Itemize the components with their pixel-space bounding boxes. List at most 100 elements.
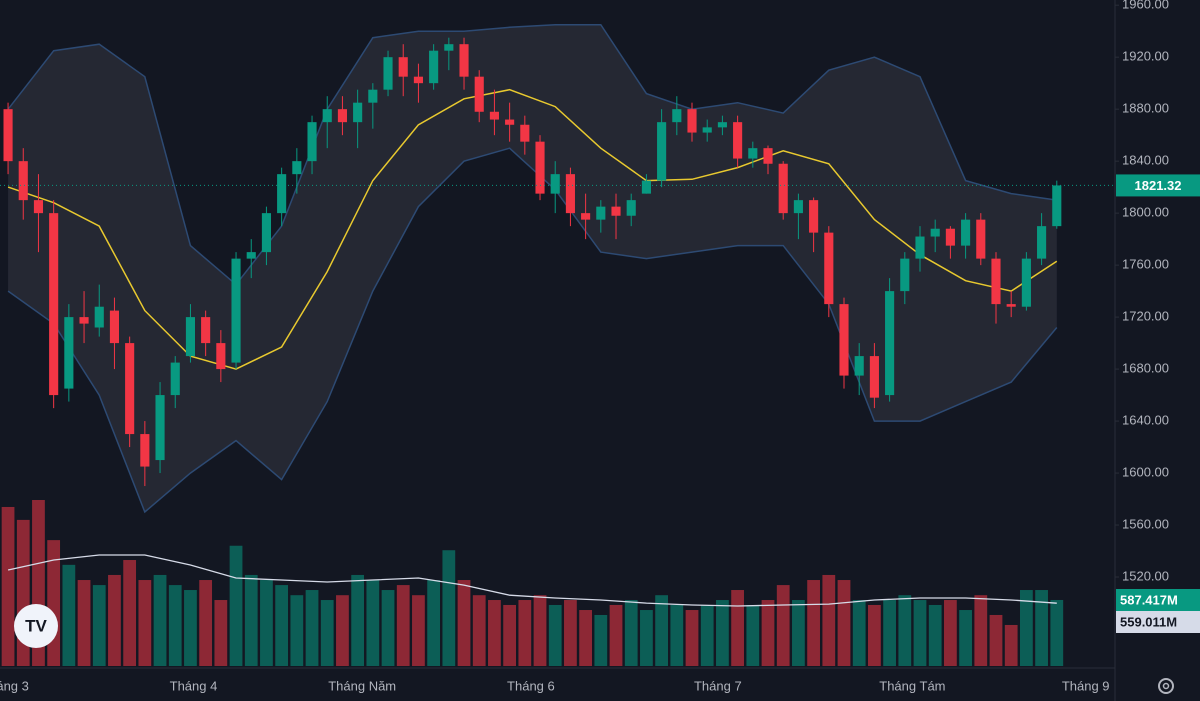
svg-text:TV: TV <box>25 616 47 635</box>
volume-bar <box>77 580 91 666</box>
x-tick-label: Tháng 4 <box>170 678 218 693</box>
candle-body <box>49 213 59 396</box>
x-tick-label: Tháng 9 <box>1062 678 1110 693</box>
volume-bar <box>989 614 1003 666</box>
candle-body <box>535 141 545 194</box>
volume-bar <box>336 595 349 666</box>
candle-body <box>596 206 606 220</box>
band-upper-line <box>7 23 1057 286</box>
candle-body <box>413 76 423 84</box>
candle-body <box>565 174 575 214</box>
candle-body <box>140 434 150 467</box>
candle-body <box>1006 304 1016 307</box>
candle-body <box>778 163 788 214</box>
candle-body <box>337 109 347 123</box>
candle-body <box>839 304 849 376</box>
volume-bar <box>868 604 881 666</box>
band-fill <box>8 24 1057 512</box>
volume-bar <box>928 604 942 666</box>
volume-bar <box>184 590 197 666</box>
volume-bar <box>913 600 927 666</box>
candle-body <box>64 317 74 389</box>
tv-logo: TV <box>14 604 58 648</box>
volume-bar <box>822 574 836 666</box>
volume-bar <box>488 600 501 666</box>
volume-bar <box>1004 624 1018 666</box>
last-price-label: 1821.32 <box>1135 178 1182 193</box>
volume-bar <box>518 600 532 666</box>
volume-bar <box>883 600 896 666</box>
y-tick-label: 1960.00 <box>1122 0 1169 12</box>
volume-bar <box>199 580 213 666</box>
y-tick-label: 1640.00 <box>1122 413 1169 428</box>
candle-body <box>398 57 408 77</box>
candle-body <box>429 50 439 84</box>
candle-body <box>277 174 287 214</box>
volume-bar <box>959 610 972 666</box>
candle-body <box>459 44 469 77</box>
candle-body <box>793 200 803 214</box>
volume-bar <box>153 574 167 666</box>
volume-bar <box>396 585 410 666</box>
volume-bar <box>837 580 851 666</box>
candle-body <box>611 206 621 216</box>
candle-body <box>1052 185 1062 227</box>
volume-bar <box>564 600 577 666</box>
volume-bar <box>320 600 334 666</box>
y-tick-label: 1920.00 <box>1122 49 1169 64</box>
x-tick-label: Tháng 3 <box>0 678 29 693</box>
candle-body <box>33 200 44 214</box>
candle-body <box>550 174 560 194</box>
volume-bar <box>168 585 182 666</box>
volume-bar <box>852 600 866 666</box>
candle-body <box>3 109 13 162</box>
candle-body <box>322 109 332 123</box>
candle-body <box>581 213 591 220</box>
candle-body <box>353 102 363 123</box>
candle-body <box>383 57 393 90</box>
candle-body <box>261 213 271 253</box>
candle-body <box>672 109 682 123</box>
volume-bar <box>1020 590 1033 666</box>
volume-bar <box>442 550 456 666</box>
candle-body <box>368 89 378 103</box>
volume-bar <box>1035 590 1048 666</box>
volume-bar <box>229 545 243 666</box>
y-tick-label: 1720.00 <box>1122 309 1169 324</box>
volume-ma-last-label: 559.011M <box>1120 614 1177 629</box>
candle-body <box>1021 258 1031 307</box>
candle-body <box>94 306 104 328</box>
volume-bar <box>305 590 319 666</box>
candle-body <box>885 291 895 396</box>
volume-bar <box>290 595 304 666</box>
candle-body <box>1037 226 1047 259</box>
volume-bar <box>1 506 15 666</box>
volume-bar <box>670 604 684 666</box>
y-tick-label: 1520.00 <box>1122 568 1169 583</box>
y-tick-label: 1560.00 <box>1122 516 1169 531</box>
volume-bar <box>594 614 608 666</box>
volume-bar <box>472 595 486 666</box>
candle-body <box>930 228 940 237</box>
volume-bar <box>609 604 623 666</box>
volume-last-box <box>1116 589 1200 611</box>
volume-bar <box>776 585 790 666</box>
candle-body <box>125 343 135 435</box>
candle-body <box>520 124 530 142</box>
volume-bar <box>366 580 380 666</box>
volume-bar <box>974 595 988 666</box>
settings-icon[interactable] <box>1158 678 1174 694</box>
volume-bar <box>731 590 744 666</box>
x-tick-label: Tháng 7 <box>694 678 742 693</box>
volume-bar <box>716 600 729 666</box>
candle-body <box>687 109 697 133</box>
volume-bar <box>579 610 593 666</box>
candle-body <box>155 395 165 461</box>
candle-body <box>170 362 180 396</box>
y-tick-label: 1880.00 <box>1122 101 1169 116</box>
volume-bar <box>412 595 425 666</box>
volume-bar <box>898 595 912 666</box>
candle-body <box>307 122 317 162</box>
candle-body <box>702 127 712 133</box>
